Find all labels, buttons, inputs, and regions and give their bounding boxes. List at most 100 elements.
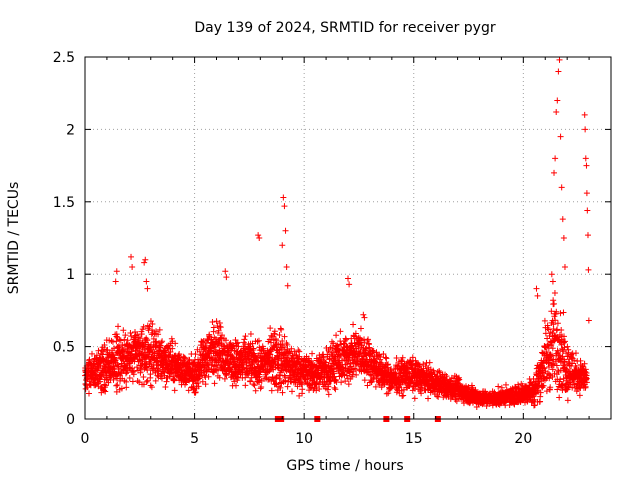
data-point [140,343,147,350]
data-point [251,382,258,389]
outlier-point [561,263,568,270]
data-point [217,324,224,331]
data-point [502,381,509,388]
data-point [242,333,249,340]
data-point [115,323,122,330]
outlier-point [360,311,367,318]
data-point [281,372,288,379]
data-point [101,387,108,394]
data-point [361,339,368,346]
data-point [126,374,133,381]
x-tick-label: 5 [190,431,199,447]
data-point [561,344,568,351]
data-point [534,388,541,395]
data-point [552,317,559,324]
data-point [540,382,547,389]
data-point [113,382,120,389]
data-point [123,378,130,385]
data-point [551,300,558,307]
data-point [212,336,219,343]
data-point [531,402,538,409]
data-point [430,367,437,374]
data-point [241,336,248,343]
data-point [320,354,327,361]
data-point [247,378,254,385]
data-point [152,377,159,384]
data-point [143,378,150,385]
chart-title: Day 139 of 2024, SRMTID for receiver pyg… [194,20,495,36]
data-point [373,349,380,356]
y-tick-label: 1.5 [53,195,75,211]
data-point [152,339,159,346]
outlier-point [361,314,368,321]
data-point [557,310,564,317]
outlier-point [141,259,148,266]
data-point [571,357,578,364]
data-point [550,297,557,304]
data-point [541,365,548,372]
outlier-point [585,266,592,273]
data-point [426,359,433,366]
data-point [140,323,147,330]
data-point [336,353,343,360]
data-point [110,376,117,383]
data-point [560,309,567,316]
data-point [242,374,249,381]
data-point [325,348,332,355]
data-point [277,379,284,386]
data-point [383,355,390,362]
data-point [406,370,413,377]
data-point [217,334,224,341]
data-point [216,374,223,381]
outlier-point [128,253,135,260]
data-point [411,395,418,402]
data-point [350,321,357,328]
data-point [549,366,556,373]
data-point [483,402,490,409]
data-point [550,361,557,368]
data-point [353,371,360,378]
data-point [383,390,390,397]
data-point [158,375,165,382]
outlier-point [582,126,589,133]
data-point [554,326,561,333]
data-point [183,378,190,385]
data-point [341,371,348,378]
outlier-point [548,271,555,278]
data-point [312,381,319,388]
data-point [569,360,576,367]
x-tick-label: 10 [295,431,313,447]
y-tick-label: 0.5 [53,340,75,356]
data-point [113,331,120,338]
data-point [343,336,350,343]
data-point [372,383,379,390]
data-point [146,323,153,330]
data-point [557,376,564,383]
data-point [196,348,203,355]
grid-lines [85,57,611,419]
data-point [162,383,169,390]
data-point [278,355,285,362]
data-point [243,371,250,378]
data-point [553,362,560,369]
outlier-point [553,109,560,116]
data-point [363,369,370,376]
outlier-point [345,275,351,282]
data-point [97,378,104,385]
data-point [138,331,145,338]
data-point [364,337,371,344]
data-point [325,383,332,390]
outlier-point [283,263,290,270]
data-point [267,325,274,332]
data-point [546,371,553,378]
y-tick-label: 2.5 [53,50,75,66]
outlier-point [129,263,136,270]
data-point [181,354,188,361]
data-point [560,333,567,340]
data-point [558,326,565,333]
data-point [271,328,278,335]
data-point [118,385,125,392]
data-point [537,389,544,396]
data-point [128,333,135,340]
